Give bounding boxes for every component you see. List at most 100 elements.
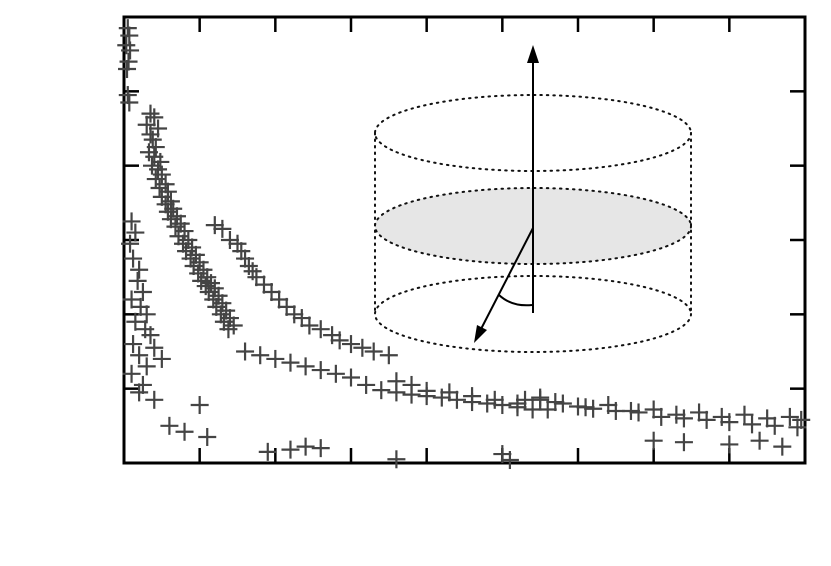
data-point-plus <box>189 264 208 283</box>
data-point-plus <box>120 93 139 112</box>
data-point-plus <box>175 422 194 441</box>
data-point-plus <box>158 202 177 221</box>
data-point-plus <box>629 403 648 422</box>
data-point-plus <box>644 400 663 419</box>
data-point-plus <box>169 227 188 246</box>
data-point-plus <box>199 283 218 302</box>
data-point-plus <box>780 407 799 426</box>
data-point-plus <box>300 316 319 335</box>
data-point-plus <box>531 388 550 407</box>
data-point-plus <box>151 152 170 171</box>
data-point-plus <box>417 381 436 400</box>
data-point-plus <box>463 387 482 406</box>
data-point-plus <box>118 86 137 105</box>
data-point-plus <box>207 297 226 316</box>
data-point-plus <box>118 60 137 79</box>
data-point-plus <box>674 409 693 428</box>
data-point-plus <box>137 357 156 376</box>
data-point-plus <box>788 418 807 437</box>
data-point-plus <box>150 178 169 197</box>
data-point-plus <box>161 210 180 229</box>
data-point-plus <box>137 115 156 134</box>
data-point-plus <box>750 431 769 450</box>
data-point-plus <box>190 396 209 415</box>
data-point-plus <box>152 349 171 368</box>
inset-diagram <box>374 45 692 353</box>
tilted-arrow <box>479 227 534 332</box>
data-point-plus <box>500 451 519 470</box>
data-point-plus <box>773 437 792 456</box>
data-point-plus <box>119 52 138 71</box>
data-point-plus <box>311 361 330 380</box>
data-point-plus <box>236 342 255 361</box>
data-point-plus <box>311 439 330 458</box>
data-point-plus <box>121 41 140 60</box>
data-point-plus <box>204 290 223 309</box>
data-point-plus <box>228 234 247 253</box>
data-point-plus <box>258 442 277 461</box>
data-point-plus <box>130 346 149 365</box>
data-point-plus <box>584 399 603 418</box>
data-point-plus <box>342 368 360 387</box>
data-point-plus <box>720 413 739 432</box>
data-point-plus <box>690 403 709 422</box>
data-point-plus <box>143 130 162 149</box>
tilted-arrowhead <box>474 325 487 343</box>
data-point-plus <box>281 440 300 459</box>
data-point-plus <box>644 431 663 450</box>
data-point-plus <box>296 357 315 376</box>
data-point-plus <box>145 338 164 357</box>
data-point-plus <box>130 383 149 402</box>
data-point-plus <box>667 405 686 424</box>
data-point-plus <box>247 268 266 287</box>
data-point-plus <box>198 427 217 446</box>
data-point-plus <box>402 375 421 394</box>
data-point-plus <box>174 234 193 253</box>
data-point-plus <box>181 249 200 268</box>
data-point-plus <box>146 170 165 189</box>
data-point-plus <box>743 415 762 434</box>
data-point-plus <box>121 234 140 253</box>
data-point-plus <box>342 335 360 354</box>
data-point-plus <box>262 283 281 302</box>
data-point-plus <box>184 257 203 276</box>
data-point-plus <box>177 242 196 261</box>
data-point-plus <box>124 335 143 354</box>
vertical-arrowhead <box>527 45 539 63</box>
data-point-plus <box>311 320 330 339</box>
data-point-plus <box>133 375 152 394</box>
data-point-plus <box>387 372 406 391</box>
data-point-plus <box>126 312 145 331</box>
data-point-plus <box>697 410 716 429</box>
data-point-plus <box>166 217 185 236</box>
data-point-plus <box>387 450 406 469</box>
data-point-plus <box>220 231 239 249</box>
data-point-plus <box>330 331 349 350</box>
data-point-plus <box>606 401 625 420</box>
data-point-plus <box>285 305 304 324</box>
data-point-plus <box>130 260 149 279</box>
data-point-plus <box>126 223 145 242</box>
data-point-plus <box>478 394 497 413</box>
data-point-plus <box>122 364 141 383</box>
data-point-plus <box>270 290 289 309</box>
data-point-plus <box>141 326 160 345</box>
data-point-plus <box>219 320 238 339</box>
data-point-plus <box>145 390 164 409</box>
data-point-plus <box>326 364 345 383</box>
data-point-plus <box>133 283 152 302</box>
data-point-plus <box>569 397 587 416</box>
data-point-plus <box>652 407 671 426</box>
data-point-plus <box>353 338 372 357</box>
data-point-plus <box>792 410 811 429</box>
data-point-plus <box>236 249 255 268</box>
data-point-plus <box>213 219 232 238</box>
data-point-plus <box>122 290 141 309</box>
data-point-plus <box>296 437 315 456</box>
data-point-plus <box>720 435 739 454</box>
data-point-plus <box>364 342 383 361</box>
data-point-plus <box>523 400 542 419</box>
data-point-plus <box>447 390 466 409</box>
data-point-plus <box>254 275 273 294</box>
